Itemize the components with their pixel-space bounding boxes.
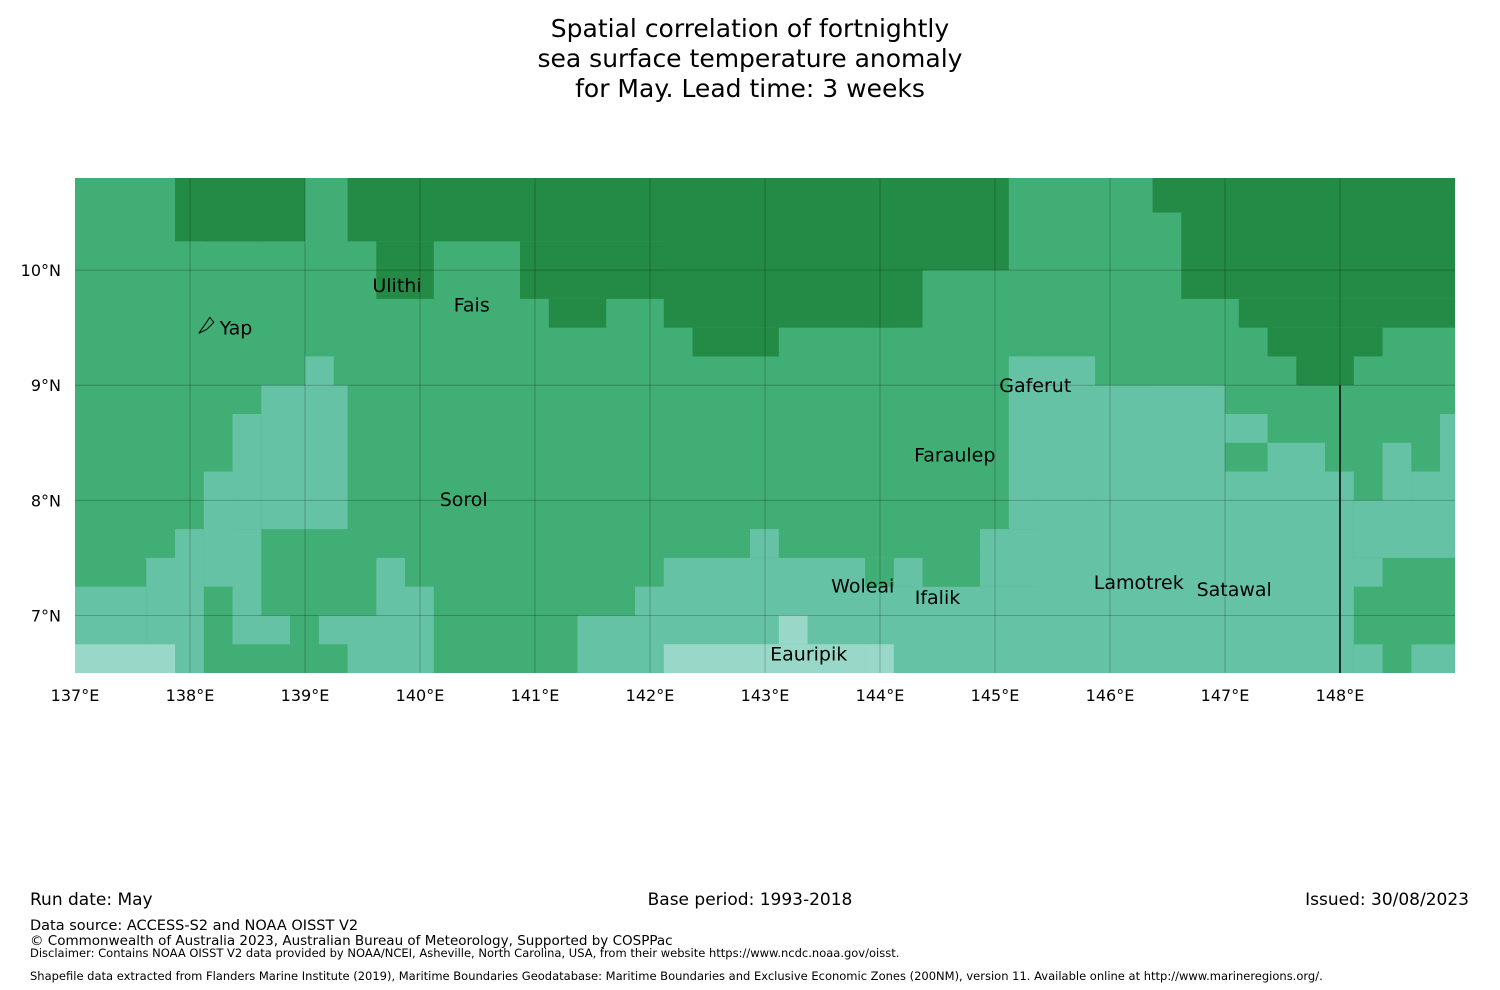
heatmap-cell	[203, 212, 262, 242]
y-tick-label: 10°N	[21, 261, 61, 280]
place-label: Ulithi	[372, 275, 421, 297]
copyright: © Commonwealth of Australia 2023, Austra…	[30, 933, 673, 949]
heatmap-cell	[1296, 356, 1354, 386]
base-period: Base period: 1993-2018	[647, 890, 853, 910]
x-tick-label: 139°E	[281, 686, 330, 705]
x-tick-label: 143°E	[741, 686, 790, 705]
issued-date: Issued: 30/08/2023	[1305, 890, 1469, 910]
heatmap-cell	[1267, 442, 1326, 472]
heatmap-cell	[778, 615, 808, 645]
y-tick-label: 7°N	[31, 606, 61, 625]
place-label: Yap	[219, 318, 253, 340]
place-label: Woleai	[831, 576, 894, 598]
x-tick-label: 146°E	[1086, 686, 1135, 705]
shapefile-credit: Shapefile data extracted from Flanders M…	[30, 969, 1323, 983]
heatmap-cell	[1411, 471, 1441, 558]
heatmap-cell	[261, 529, 377, 616]
correlation-map: 137°E 138°E 139°E 140°E 141°E 142°E 143°E 144°E…	[21, 178, 1455, 705]
heatmap-cell	[232, 413, 262, 530]
heatmap-cell	[75, 644, 176, 673]
chart-title: Spatial correlation of fortnightly sea s…	[0, 14, 1500, 104]
place-label: Ifalik	[915, 587, 961, 609]
x-tick-label: 140°E	[396, 686, 445, 705]
heatmap-cell	[1411, 644, 1455, 673]
heatmap-cell	[922, 557, 981, 587]
y-tick-label: 8°N	[31, 491, 61, 510]
place-label: Gaferut	[999, 375, 1071, 397]
heatmap-cell	[376, 241, 434, 299]
x-tick-label: 137°E	[51, 686, 100, 705]
title-line-2: sea surface temperature anomaly	[537, 44, 963, 73]
heatmap-cell	[261, 385, 348, 530]
place-label: Sorol	[440, 489, 488, 511]
heatmap-cell	[146, 557, 176, 645]
heatmap-cell	[1152, 385, 1211, 414]
y-tick-label: 9°N	[31, 376, 61, 395]
x-tick-label: 141°E	[511, 686, 560, 705]
heatmap-cell	[548, 298, 607, 328]
heatmap-cells	[75, 178, 1455, 673]
heatmap-cell	[865, 557, 894, 587]
heatmap-cell	[1440, 413, 1455, 472]
heatmap-cell	[1181, 212, 1455, 299]
heatmap-cell	[922, 586, 1038, 673]
x-tick-label: 142°E	[626, 686, 675, 705]
heatmap-cell	[1152, 178, 1455, 213]
heatmap-cell	[1267, 327, 1383, 357]
run-date: Run date: May	[30, 890, 153, 910]
heatmap-cell	[520, 241, 665, 299]
heatmap-cell	[1382, 644, 1412, 673]
x-tick-label: 147°E	[1201, 686, 1250, 705]
heatmap-cell	[1008, 356, 1038, 530]
place-label: Faraulep	[914, 444, 995, 466]
title-line-3: for May. Lead time: 3 weeks	[575, 74, 925, 103]
heatmap-cell	[203, 471, 233, 587]
heatmap-cell	[405, 586, 434, 673]
heatmap-cell	[692, 327, 779, 357]
heatmap-cell	[980, 529, 1038, 587]
heatmap-cell	[1382, 557, 1455, 616]
heatmap-cell	[1095, 385, 1225, 673]
title-line-1: Spatial correlation of fortnightly	[550, 14, 950, 43]
x-tick-label: 138°E	[166, 686, 215, 705]
heatmap-cell	[750, 529, 779, 558]
heatmap-cell	[1353, 644, 1383, 673]
heatmap-cell	[865, 298, 894, 328]
x-tick-label: 148°E	[1316, 686, 1365, 705]
heatmap-cell	[1037, 356, 1096, 673]
heatmap-cell	[175, 529, 204, 673]
x-tick-label: 145°E	[971, 686, 1020, 705]
heatmap-cell	[865, 644, 894, 673]
heatmap-cell	[1238, 298, 1455, 328]
heatmap-cell	[75, 586, 147, 645]
heatmap-cell	[663, 178, 1009, 271]
disclaimer: Disclaimer: Contains NOAA OISST V2 data …	[30, 946, 900, 960]
place-label: Fais	[454, 295, 490, 317]
heatmap-cell	[290, 615, 319, 645]
yap-island-shape	[198, 316, 215, 334]
heatmap-cell	[347, 178, 665, 242]
heatmap-cell	[1210, 413, 1268, 443]
heatmap-cell	[663, 644, 866, 673]
place-label: Lamotrek	[1094, 572, 1184, 594]
place-label: Satawal	[1197, 579, 1272, 601]
data-source: Data source: ACCESS-S2 and NOAA OISST V2	[30, 918, 359, 934]
x-tick-label: 144°E	[856, 686, 905, 705]
place-label: Eauripik	[770, 643, 847, 665]
